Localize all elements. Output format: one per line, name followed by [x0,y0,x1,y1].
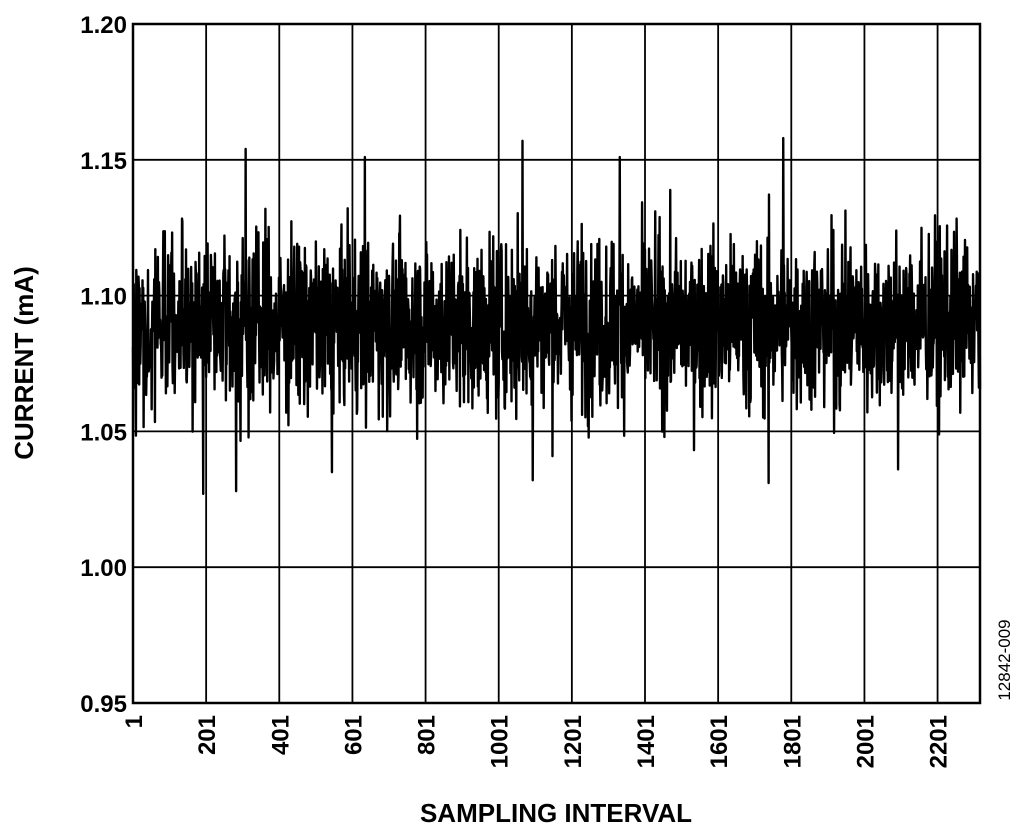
figure-id: 12842-009 [995,619,1014,700]
y-tick-label-1: 1.00 [80,555,127,582]
x-tick-label-9: 1801 [779,715,806,768]
series-line-current [131,136,982,496]
x-tick-label-1: 201 [194,715,221,755]
y-tick-labels: 0.95 1.00 1.05 1.10 1.15 1.20 [80,12,127,718]
x-tick-label-10: 2001 [852,715,879,768]
x-tick-label-5: 1001 [487,715,514,768]
x-tick-label-3: 601 [340,715,367,755]
y-tick-label-2: 1.05 [80,419,127,446]
x-tick-label-2: 401 [267,715,294,755]
y-tick-label-5: 1.20 [80,12,127,39]
x-tick-label-7: 1401 [633,715,660,768]
x-tick-labels: 1 201 401 601 801 1001 1201 1401 1601 1801 2001 220… [121,715,953,768]
series-current [131,136,982,496]
y-axis-label: CURRENT (mA) [9,266,39,460]
plot-frame [131,22,982,705]
x-tick-label-4: 801 [414,715,441,755]
x-tick-label-0: 1 [121,715,148,728]
y-tick-label-3: 1.10 [80,284,127,311]
y-tick-label-0: 0.95 [80,691,127,718]
x-axis-label: SAMPLING INTERVAL [420,798,692,828]
x-tick-label-8: 1601 [706,715,733,768]
y-tick-label-4: 1.15 [80,148,127,175]
x-tick-label-6: 1201 [560,715,587,768]
x-tick-label-11: 2201 [926,715,953,768]
